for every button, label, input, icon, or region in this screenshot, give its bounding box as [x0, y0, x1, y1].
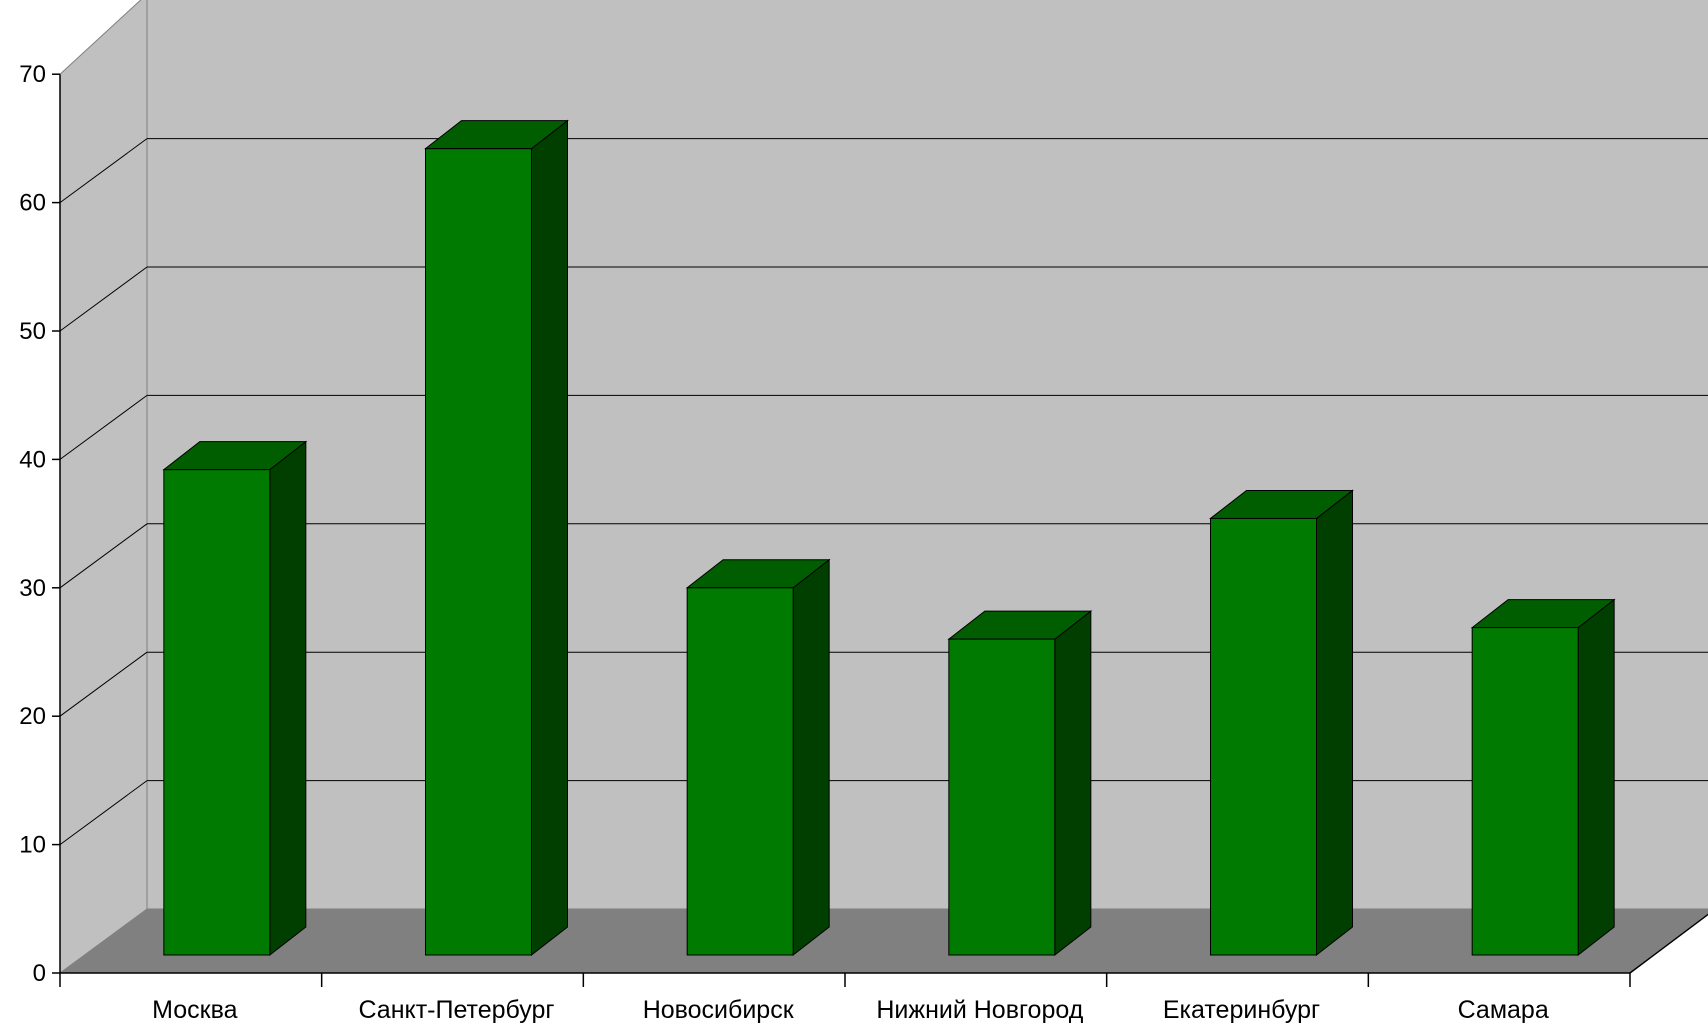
y-tick-label: 60 [19, 190, 46, 217]
gridline-side [59, 523, 148, 589]
labels: 0 10 20 30 40 50 60 70 Москва Санкт-Петербург Ново… [19, 61, 1549, 1024]
gridlines [59, 138, 1708, 846]
y-tick-label: 20 [19, 703, 46, 730]
bar [162, 440, 308, 957]
bar [424, 119, 569, 957]
bar-front [686, 587, 794, 956]
bar [1470, 598, 1616, 957]
y-tick-label: 50 [19, 318, 46, 345]
bar-front [1471, 627, 1579, 956]
gridline-side [59, 780, 148, 846]
bar-side [531, 119, 568, 957]
bar-side [1054, 610, 1092, 957]
bar-front [1210, 517, 1317, 956]
bar [685, 558, 831, 957]
bars [162, 119, 1616, 957]
back-wall [146, 0, 1708, 910]
bar [947, 610, 1093, 957]
y-tick-label: 0 [33, 960, 46, 987]
bar-side [1316, 489, 1353, 957]
y-tick-label: 10 [19, 832, 46, 859]
bar-front [948, 638, 1056, 956]
chart-walls [59, 0, 1708, 974]
y-tick-label: 40 [19, 446, 46, 473]
gridline-side [59, 266, 148, 332]
bar-front [425, 148, 532, 956]
x-category-label: Самара [1458, 996, 1549, 1024]
x-category-label: Москва [152, 996, 237, 1024]
x-category-label: Екатеринбург [1163, 996, 1320, 1024]
side-wall [59, 0, 148, 974]
bar-side [792, 558, 830, 957]
y-tick-label: 70 [19, 61, 46, 88]
bar-front [163, 469, 271, 956]
x-axis-depth-edge [1629, 913, 1708, 974]
x-category-label: Нижний Новгород [876, 996, 1083, 1024]
axes [52, 73, 1708, 987]
gridline-side [59, 651, 148, 717]
bar [1209, 489, 1354, 957]
gridline-side [59, 394, 148, 460]
y-tick-label: 30 [19, 575, 46, 602]
x-category-label: Новосибирск [643, 996, 795, 1024]
gridline-side [59, 138, 148, 204]
x-category-label: Санкт-Петербург [358, 996, 554, 1024]
bar-side [269, 440, 307, 957]
floor [60, 909, 1708, 973]
bar-side [1577, 598, 1615, 957]
